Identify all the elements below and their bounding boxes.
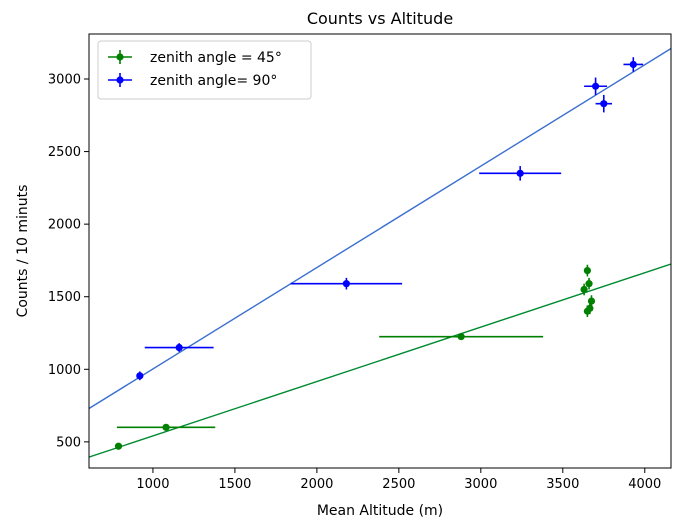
legend-box: [97, 40, 312, 100]
point-marker: [457, 333, 465, 341]
data-point: [583, 305, 591, 318]
x-tick-label: 1000: [136, 477, 169, 492]
x-tick-label: 1500: [218, 477, 251, 492]
y-tick-label: 3000: [48, 72, 81, 87]
point-marker: [587, 297, 596, 305]
fit-line-series-1: [89, 263, 671, 458]
fit-lines: [89, 47, 671, 458]
point-marker: [583, 307, 591, 315]
x-tick-label: 4000: [628, 477, 661, 492]
point-marker: [175, 343, 183, 352]
fit-line-series-2: [89, 47, 671, 410]
data-point: [114, 442, 123, 450]
data-point: [479, 166, 562, 181]
point-marker: [585, 280, 593, 288]
data-point: [116, 423, 216, 431]
point-marker: [591, 82, 600, 90]
data-point: [595, 94, 612, 113]
point-marker: [136, 372, 144, 380]
data-points: [114, 57, 644, 450]
data-point: [580, 283, 588, 296]
y-axis-label: Counts / 10 minuts: [15, 185, 31, 318]
x-axis-label: Mean Altitude (m): [317, 503, 443, 519]
legend: zenith angle = 45° zenith angle= 90°: [97, 40, 312, 100]
data-point: [623, 57, 644, 72]
axes-frame: [88, 33, 672, 469]
y-tick-label: 1000: [48, 363, 81, 378]
data-point: [379, 333, 544, 341]
data-point: [290, 277, 403, 290]
data-point: [585, 277, 593, 290]
point-marker: [516, 169, 524, 177]
point-marker: [162, 423, 170, 431]
y-tick-label: 2500: [48, 145, 81, 160]
point-marker: [600, 100, 608, 108]
x-tick-label: 2000: [300, 477, 333, 492]
point-marker: [114, 442, 123, 450]
legend-label: zenith angle = 45°: [150, 50, 282, 66]
legend-item-series-1: zenith angle = 45°: [108, 50, 282, 66]
legend-marker-dot: [116, 76, 124, 84]
y-tick-label: 2000: [48, 218, 81, 233]
point-marker: [583, 266, 591, 275]
x-ticks: 1000 1500 2000 2500 3000 3500 4000: [136, 468, 661, 492]
y-ticks: 500 1000 1500 2000 2500 3000: [48, 72, 89, 450]
legend-marker-dot: [116, 53, 124, 61]
legend-label: zenith angle= 90°: [150, 73, 277, 89]
point-marker: [629, 60, 637, 69]
chart-title: Counts vs Altitude: [307, 9, 453, 28]
data-point: [144, 343, 214, 352]
point-marker: [580, 285, 588, 294]
data-point: [136, 371, 144, 381]
point-marker: [342, 280, 350, 288]
data-point: [583, 264, 591, 277]
data-point: [587, 295, 596, 307]
x-tick-label: 3000: [464, 477, 497, 492]
legend-item-series-2: zenith angle= 90°: [108, 73, 277, 89]
y-tick-label: 1500: [48, 290, 81, 305]
y-tick-label: 500: [56, 435, 81, 450]
x-tick-label: 2500: [382, 477, 415, 492]
x-tick-label: 3500: [546, 477, 579, 492]
data-point: [584, 77, 608, 95]
